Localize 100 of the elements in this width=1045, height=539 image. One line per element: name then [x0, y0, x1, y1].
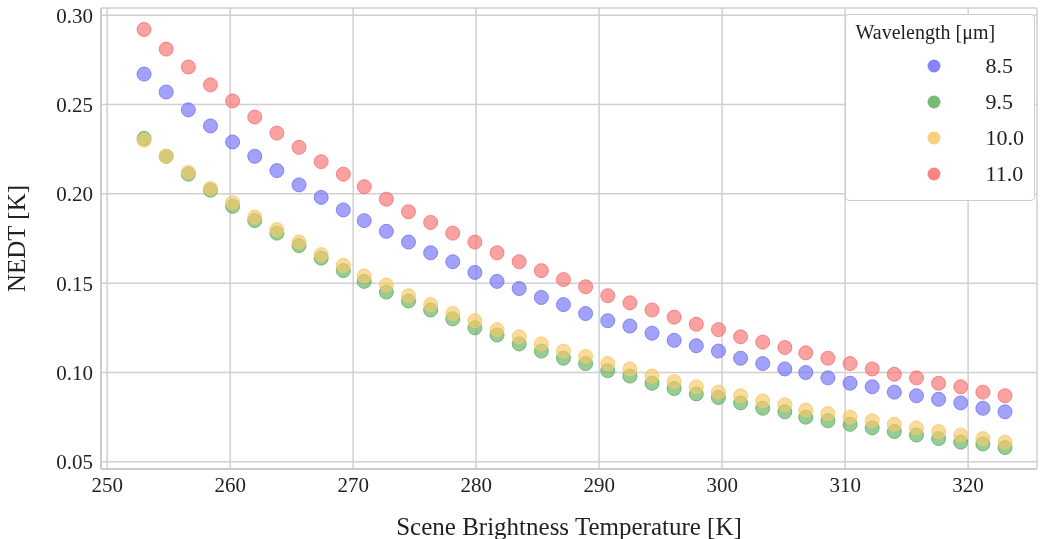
point: [269, 163, 285, 179]
point: [777, 397, 793, 413]
point: [445, 254, 461, 270]
point: [335, 166, 351, 182]
point: [225, 93, 241, 109]
point: [555, 297, 571, 313]
x-tick-label: 320: [952, 472, 984, 497]
point: [136, 66, 152, 82]
point: [666, 373, 682, 389]
point: [931, 391, 947, 407]
point: [291, 139, 307, 155]
point: [511, 254, 527, 270]
point: [533, 336, 549, 352]
point: [710, 343, 726, 359]
point: [225, 134, 241, 150]
y-tick-label: 0.20: [56, 182, 93, 207]
point: [733, 329, 749, 345]
point: [622, 361, 638, 377]
point: [975, 384, 991, 400]
x-tick-label: 310: [829, 472, 861, 497]
point: [533, 289, 549, 305]
point: [511, 329, 527, 345]
point: [489, 273, 505, 289]
point: [842, 356, 858, 372]
point: [467, 264, 483, 280]
point: [600, 356, 616, 372]
point: [666, 309, 682, 325]
point: [864, 361, 880, 377]
point: [755, 393, 771, 409]
y-tick-label: 0.15: [56, 271, 93, 296]
point: [864, 413, 880, 429]
point: [313, 154, 329, 170]
point: [798, 365, 814, 381]
point: [335, 257, 351, 273]
point: [423, 245, 439, 261]
point: [158, 84, 174, 100]
legend-title: Wavelength [μm]: [855, 21, 997, 44]
point: [820, 406, 836, 422]
point: [136, 21, 152, 37]
point: [755, 334, 771, 350]
point: [975, 400, 991, 416]
point: [489, 322, 505, 338]
y-tick-label: 0.25: [56, 92, 93, 117]
point: [644, 325, 660, 341]
point: [953, 379, 969, 395]
point: [202, 118, 218, 134]
point: [247, 148, 263, 164]
point: [600, 288, 616, 304]
point: [688, 379, 704, 395]
point: [555, 272, 571, 288]
x-tick-label: 260: [214, 472, 246, 497]
point: [997, 434, 1013, 450]
point: [247, 209, 263, 225]
point: [600, 313, 616, 329]
point: [666, 332, 682, 348]
point: [710, 384, 726, 400]
legend-label: 11.0: [985, 161, 1024, 187]
point: [688, 316, 704, 332]
y-tick-label: 0.05: [56, 450, 93, 475]
y-tick-label: 0.30: [56, 3, 93, 28]
point: [180, 102, 196, 118]
point: [578, 348, 594, 364]
point: [798, 402, 814, 418]
point: [291, 234, 307, 250]
point: [798, 345, 814, 361]
point: [335, 202, 351, 218]
point: [953, 427, 969, 443]
point: [489, 245, 505, 261]
point: [886, 416, 902, 432]
point: [644, 302, 660, 318]
point: [269, 125, 285, 141]
point: [842, 409, 858, 425]
y-tick-label: 0.10: [56, 360, 93, 385]
point: [777, 361, 793, 377]
point: [578, 306, 594, 322]
point: [356, 179, 372, 195]
point: [378, 191, 394, 207]
point: [908, 370, 924, 386]
point: [445, 225, 461, 241]
point: [511, 281, 527, 297]
x-tick-label: 300: [706, 472, 738, 497]
x-tick-label: 280: [460, 472, 492, 497]
point: [931, 423, 947, 439]
point: [313, 189, 329, 205]
point: [997, 388, 1013, 404]
x-tick-label: 270: [337, 472, 369, 497]
point: [467, 234, 483, 250]
point: [202, 77, 218, 93]
point: [975, 431, 991, 447]
point: [555, 343, 571, 359]
point: [733, 388, 749, 404]
point: [622, 295, 638, 311]
point: [467, 313, 483, 329]
point: [356, 268, 372, 284]
point: [291, 177, 307, 193]
y-axis-title: NEDT [K]: [2, 184, 30, 293]
point: [908, 388, 924, 404]
point: [733, 350, 749, 366]
point: [931, 375, 947, 391]
point: [820, 350, 836, 366]
